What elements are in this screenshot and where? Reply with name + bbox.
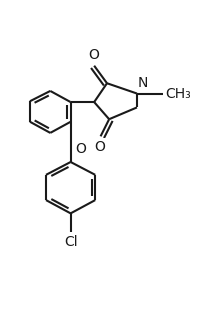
Text: CH₃: CH₃ (165, 87, 191, 100)
Text: N: N (138, 76, 148, 90)
Text: O: O (75, 142, 86, 156)
Text: O: O (89, 49, 100, 63)
Text: O: O (94, 140, 105, 154)
Text: Cl: Cl (64, 235, 77, 249)
